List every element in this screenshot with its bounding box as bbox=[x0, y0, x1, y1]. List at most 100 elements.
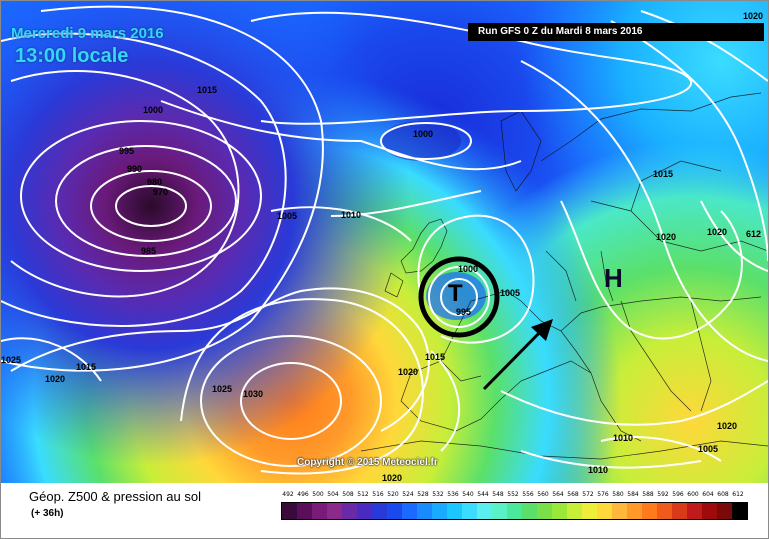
isobars bbox=[1, 5, 768, 475]
scale-swatch bbox=[717, 503, 732, 519]
legend-subtitle: (+ 36h) bbox=[31, 508, 64, 519]
scale-value-label: 492 bbox=[282, 491, 294, 498]
scale-swatch bbox=[582, 503, 597, 519]
forecast-time: 13:00 locale bbox=[15, 45, 129, 67]
isobar-label: 995 bbox=[456, 307, 472, 317]
scale-value-label: 580 bbox=[612, 491, 624, 498]
isobar-label: 1010 bbox=[588, 465, 609, 475]
isobar-label: 1010 bbox=[613, 433, 634, 443]
isobar-label: 1020 bbox=[656, 232, 677, 242]
scale-value-label: 560 bbox=[537, 491, 549, 498]
copyright-notice: Copyright © 2015 Meteociel.fr bbox=[297, 457, 438, 468]
scale-value-label: 600 bbox=[687, 491, 699, 498]
scale-swatch bbox=[282, 503, 297, 519]
scale-swatch bbox=[417, 503, 432, 519]
scale-value-label: 536 bbox=[447, 491, 459, 498]
scale-value-label: 496 bbox=[297, 491, 309, 498]
isobar-label: 1025 bbox=[1, 355, 22, 365]
isobar-label: 980 bbox=[147, 177, 163, 187]
scale-value-label: 544 bbox=[477, 491, 489, 498]
scale-swatch bbox=[672, 503, 687, 519]
scale-value-label: 584 bbox=[627, 491, 639, 498]
isobar-label: 995 bbox=[119, 146, 135, 156]
isobar-label: 970 bbox=[153, 187, 169, 197]
scale-swatch bbox=[462, 503, 477, 519]
high-pressure-label: H bbox=[604, 263, 623, 293]
scale-swatch bbox=[642, 503, 657, 519]
scale-swatch bbox=[597, 503, 612, 519]
isobar-label: 1005 bbox=[500, 288, 521, 298]
scale-value-label: 516 bbox=[372, 491, 384, 498]
isobar-label: 1020 bbox=[743, 11, 764, 21]
scale-value-label: 508 bbox=[342, 491, 354, 498]
scale-value-label: 572 bbox=[582, 491, 594, 498]
scale-swatch bbox=[657, 503, 672, 519]
scale-swatch bbox=[327, 503, 342, 519]
scale-swatch bbox=[402, 503, 417, 519]
scale-swatch bbox=[537, 503, 552, 519]
isobar-label: 1020 bbox=[382, 473, 403, 483]
scale-swatch bbox=[612, 503, 627, 519]
isobar-label: 1020 bbox=[707, 227, 728, 237]
isobar-label: 612 bbox=[746, 229, 762, 239]
isobar-label: 1015 bbox=[653, 169, 674, 179]
scale-value-label: 592 bbox=[657, 491, 669, 498]
scale-value-label: 504 bbox=[327, 491, 339, 498]
isobar-label: 1010 bbox=[341, 210, 362, 220]
forecast-date: Mercredi 9 mars 2016 bbox=[11, 25, 164, 42]
coastlines bbox=[360, 92, 768, 460]
scale-value-label: 588 bbox=[642, 491, 654, 498]
legend-panel: Géop. Z500 & pression au sol (+ 36h) 492… bbox=[1, 483, 768, 538]
scale-swatch bbox=[702, 503, 717, 519]
run-info: Run GFS 0 Z du Mardi 8 mars 2016 bbox=[468, 23, 764, 41]
scale-swatch bbox=[492, 503, 507, 519]
isobar-label: 1015 bbox=[425, 352, 446, 362]
scale-swatch bbox=[312, 503, 327, 519]
arrow-annotation bbox=[482, 324, 548, 391]
scale-value-label: 568 bbox=[567, 491, 579, 498]
scale-value-label: 604 bbox=[702, 491, 714, 498]
scale-value-label: 576 bbox=[597, 491, 609, 498]
isobar-label: 1020 bbox=[717, 421, 738, 431]
scale-swatch bbox=[507, 503, 522, 519]
scale-swatch bbox=[357, 503, 372, 519]
scale-value-label: 552 bbox=[507, 491, 519, 498]
scale-swatch bbox=[447, 503, 462, 519]
scale-swatch bbox=[342, 503, 357, 519]
scale-swatch bbox=[522, 503, 537, 519]
scale-swatch bbox=[477, 503, 492, 519]
isobar-label: 1015 bbox=[76, 362, 97, 372]
isobar-label: 1020 bbox=[398, 367, 419, 377]
scale-value-label: 540 bbox=[462, 491, 474, 498]
scale-swatch bbox=[297, 503, 312, 519]
scale-value-label: 528 bbox=[417, 491, 429, 498]
scale-value-label: 564 bbox=[552, 491, 564, 498]
scale-value-label: 596 bbox=[672, 491, 684, 498]
isobar-label: 1005 bbox=[698, 444, 719, 454]
weather-map: Mercredi 9 mars 2016 13:00 locale Run GF… bbox=[1, 1, 768, 483]
scale-value-label: 500 bbox=[312, 491, 324, 498]
scale-value-label: 556 bbox=[522, 491, 534, 498]
isobar-label: 985 bbox=[141, 246, 157, 256]
pressure-map-graphic bbox=[1, 1, 768, 483]
scale-value-label: 520 bbox=[387, 491, 399, 498]
legend-title: Géop. Z500 & pression au sol bbox=[29, 489, 201, 504]
scale-swatch bbox=[552, 503, 567, 519]
isobar-label: 1000 bbox=[458, 264, 479, 274]
scale-value-label: 524 bbox=[402, 491, 414, 498]
scale-swatch bbox=[372, 503, 387, 519]
scale-value-label: 608 bbox=[717, 491, 729, 498]
scale-swatch bbox=[687, 503, 702, 519]
scale-value-label: 532 bbox=[432, 491, 444, 498]
isobar-label: 1005 bbox=[277, 211, 298, 221]
scale-swatch bbox=[432, 503, 447, 519]
isobar-label: 1020 bbox=[45, 374, 66, 384]
scale-value-label: 612 bbox=[732, 491, 744, 498]
low-pressure-label: T bbox=[448, 280, 463, 307]
scale-swatch bbox=[567, 503, 582, 519]
isobar-label: 1015 bbox=[197, 85, 218, 95]
scale-value-label: 512 bbox=[357, 491, 369, 498]
isobar-label: 1000 bbox=[143, 105, 164, 115]
color-scale-bar bbox=[281, 502, 748, 520]
